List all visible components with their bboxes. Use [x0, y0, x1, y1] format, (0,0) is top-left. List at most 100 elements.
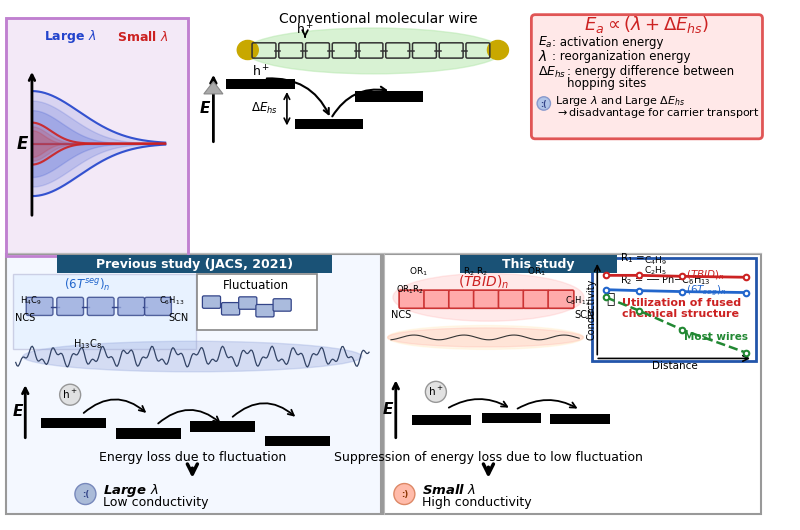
FancyBboxPatch shape: [256, 304, 274, 317]
FancyBboxPatch shape: [87, 297, 114, 315]
Text: Small $\lambda$: Small $\lambda$: [117, 30, 169, 43]
FancyBboxPatch shape: [145, 297, 171, 315]
FancyBboxPatch shape: [265, 436, 330, 446]
Text: E: E: [383, 402, 394, 417]
FancyBboxPatch shape: [531, 15, 762, 139]
Text: C$_6$H$_{13}$: C$_6$H$_{13}$: [159, 295, 184, 307]
Text: $(TBID)_n$: $(TBID)_n$: [458, 273, 510, 291]
FancyBboxPatch shape: [498, 290, 524, 308]
Text: Utilization of fused: Utilization of fused: [622, 298, 742, 308]
FancyBboxPatch shape: [13, 275, 196, 349]
Text: This study: This study: [502, 258, 574, 271]
Circle shape: [394, 483, 415, 505]
FancyBboxPatch shape: [116, 428, 181, 439]
Text: OR$_1$: OR$_1$: [410, 266, 428, 278]
Text: Large $\lambda$ and Large $\Delta E_{hs}$: Large $\lambda$ and Large $\Delta E_{hs}…: [555, 94, 686, 108]
Text: :(: :(: [82, 490, 89, 499]
Text: : reorganization energy: : reorganization energy: [552, 50, 691, 63]
FancyBboxPatch shape: [460, 255, 618, 273]
Ellipse shape: [238, 40, 258, 59]
Text: Distance: Distance: [652, 361, 698, 371]
FancyBboxPatch shape: [118, 297, 145, 315]
FancyBboxPatch shape: [354, 91, 423, 102]
Text: Energy loss due to fluctuation: Energy loss due to fluctuation: [98, 451, 286, 464]
Text: NCS: NCS: [391, 311, 411, 321]
FancyBboxPatch shape: [197, 275, 317, 330]
Text: C$_4$H$_9$: C$_4$H$_9$: [644, 255, 667, 267]
Text: Previous study (JACS, 2021): Previous study (JACS, 2021): [96, 258, 293, 271]
Text: E: E: [13, 404, 23, 419]
Text: :): :): [401, 490, 408, 499]
Circle shape: [537, 97, 550, 110]
FancyBboxPatch shape: [190, 421, 255, 432]
Text: hopping sites: hopping sites: [566, 77, 646, 90]
Text: Suppression of energy loss due to low fluctuation: Suppression of energy loss due to low fl…: [334, 451, 643, 464]
Text: 💡: 💡: [606, 292, 615, 306]
Text: NCS: NCS: [14, 313, 35, 323]
Text: h$^+$: h$^+$: [252, 64, 270, 80]
Ellipse shape: [388, 325, 583, 349]
Text: h$^+$: h$^+$: [428, 385, 444, 399]
Text: Large $\lambda$: Large $\lambda$: [44, 28, 96, 45]
Text: SCN: SCN: [574, 311, 594, 321]
FancyBboxPatch shape: [548, 290, 574, 308]
Text: : energy difference between: : energy difference between: [566, 65, 734, 78]
FancyBboxPatch shape: [238, 297, 257, 309]
FancyBboxPatch shape: [474, 290, 499, 308]
FancyBboxPatch shape: [523, 290, 549, 308]
Circle shape: [60, 384, 81, 405]
Circle shape: [75, 483, 96, 505]
FancyBboxPatch shape: [273, 299, 291, 311]
Text: Fluctuation: Fluctuation: [223, 279, 290, 293]
Text: OR$_1$: OR$_1$: [526, 266, 546, 278]
FancyBboxPatch shape: [449, 290, 474, 308]
Text: Large $\lambda$: Large $\lambda$: [102, 482, 158, 499]
Text: $(6T^{seg})_n$: $(6T^{seg})_n$: [64, 277, 110, 293]
Ellipse shape: [23, 341, 362, 372]
FancyBboxPatch shape: [57, 297, 83, 315]
Text: h$^+$: h$^+$: [296, 22, 314, 38]
Text: OR$_1$R$_2$: OR$_1$R$_2$: [396, 284, 423, 296]
Circle shape: [426, 382, 446, 402]
FancyBboxPatch shape: [6, 254, 382, 514]
FancyBboxPatch shape: [424, 290, 450, 308]
Text: Low conductivity: Low conductivity: [102, 496, 208, 509]
Text: Conventional molecular wire: Conventional molecular wire: [279, 12, 478, 26]
Text: chemical structure: chemical structure: [622, 308, 739, 319]
Text: $\Delta E_{hs}$: $\Delta E_{hs}$: [250, 101, 278, 116]
FancyBboxPatch shape: [399, 290, 425, 308]
FancyBboxPatch shape: [226, 78, 294, 89]
FancyBboxPatch shape: [222, 303, 240, 315]
Text: $(TBID)_n$: $(TBID)_n$: [686, 269, 725, 282]
Ellipse shape: [388, 328, 583, 347]
Text: H$_4$C$_9$: H$_4$C$_9$: [21, 295, 42, 307]
Text: $(6T_{seg})_n$: $(6T_{seg})_n$: [686, 284, 726, 298]
FancyBboxPatch shape: [26, 297, 53, 315]
Text: R$_2$ = $-\!\!\!-$Ph$-$C$_6$H$_{13}$: R$_2$ = $-\!\!\!-$Ph$-$C$_6$H$_{13}$: [620, 273, 710, 287]
Text: E: E: [17, 135, 28, 153]
Text: Small $\lambda$: Small $\lambda$: [422, 483, 476, 497]
FancyBboxPatch shape: [294, 119, 363, 129]
Ellipse shape: [245, 28, 502, 74]
FancyBboxPatch shape: [482, 413, 541, 423]
Text: $E_a \propto (\lambda + \Delta E_{hs})$: $E_a \propto (\lambda + \Delta E_{hs})$: [584, 14, 710, 34]
Text: h$^+$: h$^+$: [62, 388, 78, 401]
Text: SCN: SCN: [168, 313, 189, 323]
Text: R$_2$ R$_2$: R$_2$ R$_2$: [463, 266, 489, 278]
Text: C$_2$H$_5$: C$_2$H$_5$: [644, 264, 667, 277]
Text: :(: :(: [541, 100, 547, 109]
Text: C$_8$H$_{17}$: C$_8$H$_{17}$: [565, 295, 590, 307]
Text: : activation energy: : activation energy: [552, 36, 664, 49]
FancyBboxPatch shape: [6, 17, 188, 257]
FancyBboxPatch shape: [591, 258, 756, 361]
Text: E: E: [200, 101, 210, 116]
Ellipse shape: [487, 40, 509, 59]
FancyBboxPatch shape: [57, 255, 332, 273]
FancyBboxPatch shape: [383, 254, 761, 514]
Text: High conductivity: High conductivity: [422, 496, 531, 509]
Text: H$_{13}$C$_8$: H$_{13}$C$_8$: [73, 337, 102, 351]
FancyBboxPatch shape: [42, 418, 106, 428]
Text: R$_1$ =: R$_1$ =: [620, 251, 646, 265]
Text: Most wires: Most wires: [684, 332, 748, 342]
Polygon shape: [204, 82, 223, 94]
